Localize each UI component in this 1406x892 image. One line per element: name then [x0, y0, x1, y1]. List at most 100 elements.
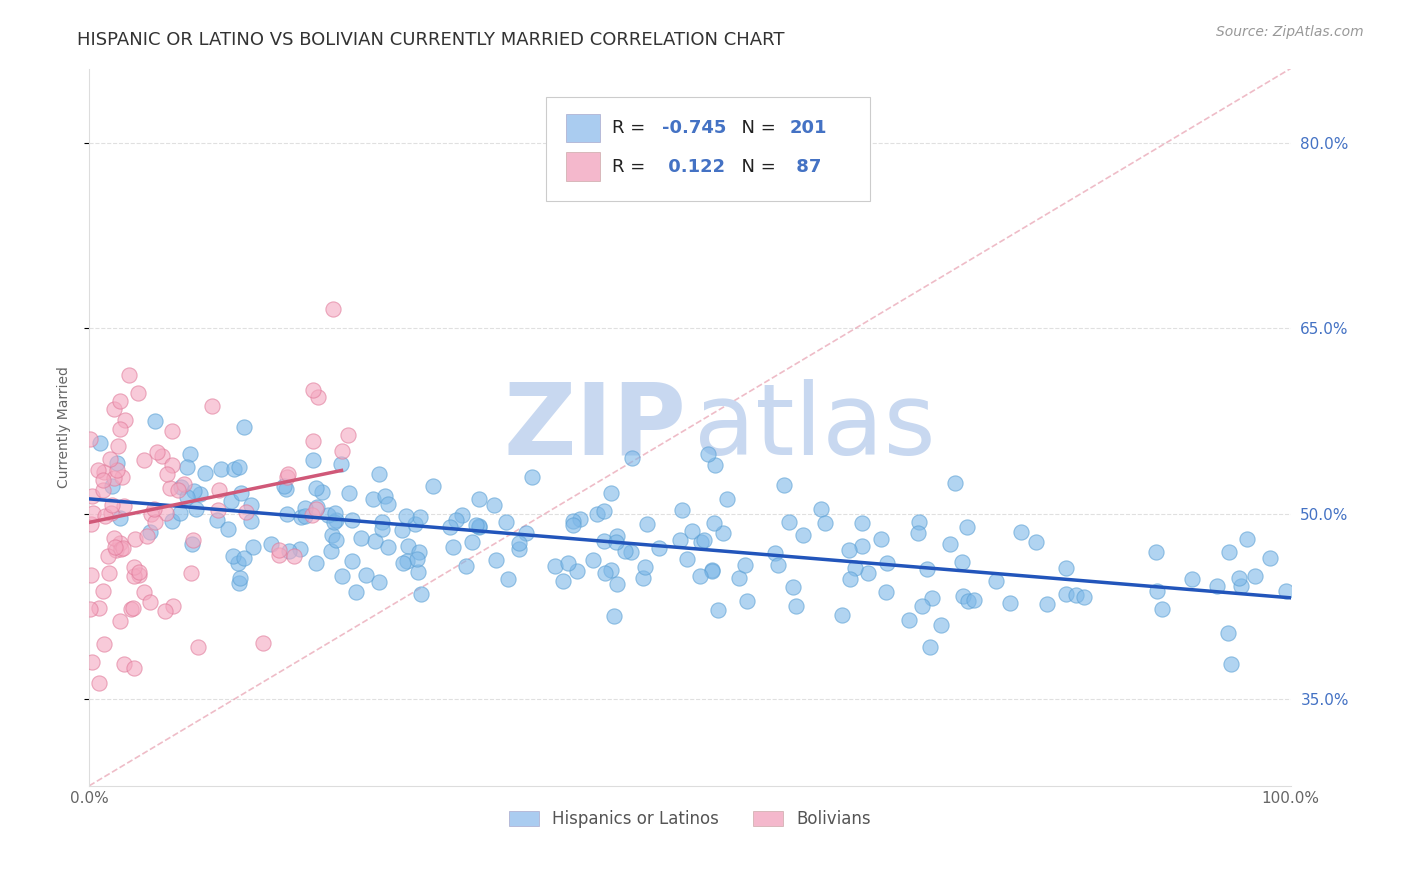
Point [173, 477, 195, 491]
Point [304, 481, 326, 495]
Point [207, 503, 229, 517]
Point [704, 458, 727, 472]
Point [569, 512, 592, 526]
Point [273, 479, 295, 493]
Point [278, 544, 301, 558]
Point [551, 574, 574, 588]
Point [322, 301, 344, 316]
Point [404, 516, 426, 531]
Point [956, 594, 979, 608]
Point [636, 516, 658, 531]
Point [952, 589, 974, 603]
Point [232, 551, 254, 566]
Text: N =: N = [730, 119, 782, 137]
Point [103, 471, 125, 485]
Point [908, 516, 931, 530]
Point [170, 480, 193, 494]
Point [124, 532, 146, 546]
Text: ZIP: ZIP [503, 378, 686, 475]
Text: R =: R = [612, 158, 651, 176]
Point [444, 513, 467, 527]
Point [89, 600, 111, 615]
Point [392, 556, 415, 570]
Point [226, 556, 249, 570]
Point [122, 568, 145, 582]
Point [252, 636, 274, 650]
Point [671, 503, 693, 517]
Point [631, 571, 654, 585]
Point [911, 599, 934, 613]
Point [105, 542, 128, 557]
Point [441, 540, 464, 554]
Point [127, 386, 149, 401]
Point [311, 485, 333, 500]
Text: 201: 201 [790, 119, 827, 137]
Point [603, 609, 626, 624]
Point [370, 515, 392, 529]
Point [344, 585, 367, 599]
Point [621, 451, 644, 466]
Point [112, 500, 135, 514]
Point [139, 525, 162, 540]
Point [269, 542, 291, 557]
Point [122, 661, 145, 675]
Point [79, 602, 101, 616]
Point [277, 467, 299, 482]
Point [160, 458, 183, 472]
Point [276, 508, 298, 522]
Point [159, 481, 181, 495]
Point [395, 554, 418, 568]
Point [94, 508, 117, 523]
Point [80, 568, 103, 582]
Point [676, 551, 699, 566]
Point [143, 414, 166, 428]
Point [325, 533, 347, 547]
Point [898, 613, 921, 627]
Point [150, 450, 173, 464]
Point [319, 544, 342, 558]
Point [1236, 533, 1258, 547]
Point [208, 483, 231, 497]
Text: R =: R = [612, 119, 651, 137]
Point [406, 551, 429, 566]
Point [156, 467, 179, 481]
Point [391, 523, 413, 537]
Point [689, 569, 711, 583]
Point [929, 617, 952, 632]
Text: 87: 87 [790, 158, 821, 176]
Point [111, 470, 134, 484]
Point [364, 533, 387, 548]
Point [773, 478, 796, 492]
Point [316, 508, 339, 522]
Point [810, 501, 832, 516]
Point [943, 475, 966, 490]
Point [963, 592, 986, 607]
Text: atlas: atlas [693, 378, 935, 475]
Point [593, 566, 616, 580]
Point [1144, 545, 1167, 559]
Point [79, 516, 101, 531]
Point [135, 529, 157, 543]
Text: HISPANIC OR LATINO VS BOLIVIAN CURRENTLY MARRIED CORRELATION CHART: HISPANIC OR LATINO VS BOLIVIAN CURRENTLY… [77, 31, 785, 49]
Point [108, 535, 131, 549]
Point [114, 413, 136, 427]
Point [340, 554, 363, 568]
Point [593, 534, 616, 549]
Point [844, 561, 866, 575]
Point [181, 533, 204, 548]
Point [229, 571, 252, 585]
Point [209, 462, 232, 476]
Point [1258, 551, 1281, 566]
Point [105, 456, 128, 470]
Point [143, 515, 166, 529]
Point [692, 533, 714, 547]
Point [349, 532, 371, 546]
Point [229, 486, 252, 500]
Point [1244, 569, 1267, 583]
Point [101, 478, 124, 492]
Point [467, 518, 489, 533]
Point [697, 447, 720, 461]
Point [323, 506, 346, 520]
Point [1150, 602, 1173, 616]
Point [1010, 525, 1032, 540]
